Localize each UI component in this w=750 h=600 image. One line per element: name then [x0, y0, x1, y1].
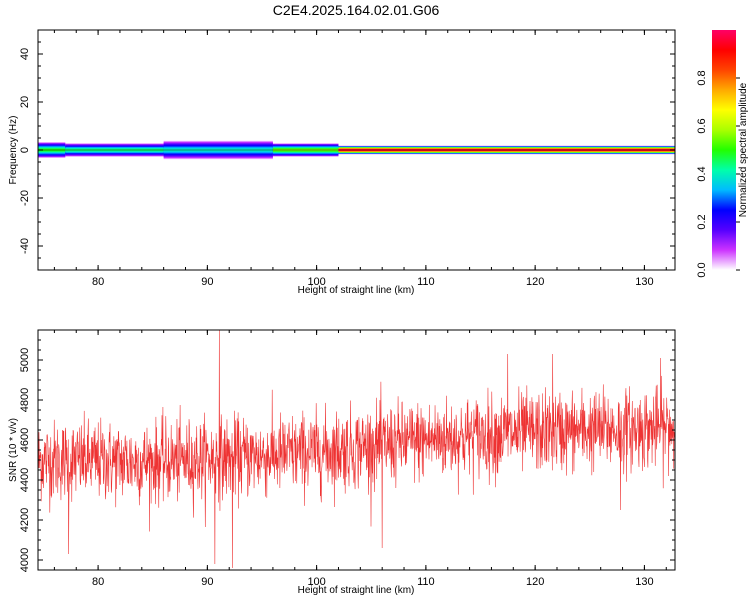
spectrogram-image — [38, 140, 675, 160]
spectrogram-ticks: 80 90 100 110 120 130 -40 -20 0 20 40 — [19, 29, 675, 288]
spectrogram-x-tick-label: 130 — [635, 276, 653, 288]
spectrogram-x-tick-label: 80 — [92, 276, 104, 288]
colorbar: 0.0 0.2 0.4 0.6 0.8 Normalized spectral ampl… — [696, 30, 749, 278]
colorbar-tick-label: 0.2 — [696, 214, 708, 229]
spectrogram-y-tick-label: -40 — [19, 238, 31, 254]
snr-y-tick-label: 4400 — [19, 468, 31, 492]
snr-x-tick-label: 120 — [526, 576, 544, 588]
snr-x-tick-label: 90 — [201, 576, 213, 588]
snr-panel: 80 90 100 110 120 130 4000 4200 4400 4600 4800 5000… — [8, 329, 676, 596]
snr-y-tick-label: 4000 — [19, 548, 31, 572]
snr-x-tick-label: 130 — [635, 576, 653, 588]
colorbar-label: Normalized spectral amplitude — [738, 82, 749, 217]
spectrogram-x-tick-label: 120 — [526, 276, 544, 288]
colorbar-tick-label: 0.0 — [696, 262, 708, 277]
spectrogram-x-tick-label: 100 — [307, 276, 325, 288]
chart-title: C2E4.2025.164.02.01.G06 — [273, 2, 440, 18]
spectrogram-y-tick-label: -20 — [19, 190, 31, 206]
spectrogram-y-label: Frequency (Hz) — [8, 116, 19, 185]
snr-y-tick-label: 4600 — [19, 428, 31, 452]
snr-x-tick-label: 110 — [417, 576, 435, 588]
colorbar-gradient — [712, 30, 736, 270]
spectrogram-y-tick-label: 40 — [19, 48, 31, 60]
snr-series-line — [38, 330, 675, 569]
snr-x-label: Height of straight line (km) — [298, 585, 415, 596]
spectrogram-x-label: Height of straight line (km) — [298, 285, 415, 296]
snr-y-tick-label: 4200 — [19, 508, 31, 532]
spectrogram-y-tick-label: 20 — [19, 96, 31, 108]
snr-ticks: 80 90 100 110 120 130 4000 4200 4400 4600 4800 5000 — [19, 329, 675, 588]
snr-x-tick-label: 80 — [92, 576, 104, 588]
snr-x-tick-label: 100 — [307, 576, 325, 588]
colorbar-ticks: 0.0 0.2 0.4 0.6 0.8 — [696, 70, 740, 278]
snr-background — [38, 330, 675, 570]
spectrogram-x-tick-label: 90 — [201, 276, 213, 288]
snr-y-tick-label: 5000 — [19, 348, 31, 372]
spectrogram-panel: 80 90 100 110 120 130 -40 -20 0 20 40 Height of st… — [8, 29, 676, 296]
colorbar-tick-label: 0.8 — [696, 70, 708, 85]
snr-y-label: SNR (10 * v/v) — [8, 418, 19, 482]
snr-y-tick-label: 4800 — [19, 388, 31, 412]
colorbar-tick-label: 0.6 — [696, 118, 708, 133]
spectrogram-x-tick-label: 110 — [417, 276, 435, 288]
spectrogram-y-tick-label: 0 — [19, 147, 31, 153]
colorbar-tick-label: 0.4 — [696, 166, 708, 181]
